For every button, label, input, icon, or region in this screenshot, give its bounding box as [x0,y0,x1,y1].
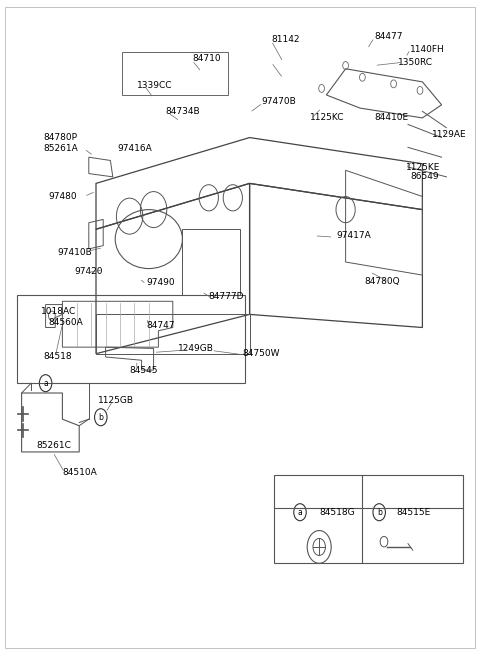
Text: a: a [43,379,48,388]
Text: 97416A: 97416A [118,144,152,153]
Text: 1129AE: 1129AE [432,130,467,139]
Text: 84545: 84545 [130,365,158,375]
Text: 97470B: 97470B [262,97,296,106]
Text: a: a [298,508,302,517]
Text: 84734B: 84734B [166,107,200,116]
Text: 84780Q: 84780Q [365,277,400,286]
Text: 85261C: 85261C [36,441,71,450]
Text: 1249GB: 1249GB [178,344,214,353]
Text: 97420: 97420 [74,267,103,276]
Text: 84747: 84747 [146,321,175,330]
Text: 1125GB: 1125GB [98,396,134,405]
Text: 1350RC: 1350RC [398,58,433,67]
Text: 97417A: 97417A [336,231,371,240]
Bar [17,295,245,383]
Bar [122,52,228,95]
Text: 85261A: 85261A [43,144,78,153]
Text: 84777D: 84777D [209,292,244,301]
Text: b: b [377,508,382,517]
Text: 84515E: 84515E [396,508,430,517]
Text: 84780P: 84780P [43,133,77,142]
Text: 1339CC: 1339CC [137,81,172,90]
Text: 84710: 84710 [192,54,221,64]
Bar [182,229,240,295]
Text: 84750W: 84750W [242,349,280,358]
Text: 1125KE: 1125KE [406,162,440,172]
Text: 84518G: 84518G [319,508,355,517]
Text: 86549: 86549 [410,172,439,181]
Text: 84518: 84518 [43,352,72,362]
Text: 1125KC: 1125KC [310,113,344,122]
Bar [274,475,463,563]
Text: 84410E: 84410E [374,113,408,122]
Text: 97410B: 97410B [58,248,92,257]
Text: 84510A: 84510A [62,468,97,477]
Text: 1140FH: 1140FH [410,45,445,54]
Text: b: b [98,413,103,422]
Text: 97490: 97490 [146,278,175,288]
Text: 97480: 97480 [48,192,77,201]
Bar [96,314,250,354]
Text: 1018AC: 1018AC [41,307,76,316]
Text: 81142: 81142 [271,35,300,44]
Text: 84477: 84477 [374,31,403,41]
Text: 84560A: 84560A [48,318,83,327]
